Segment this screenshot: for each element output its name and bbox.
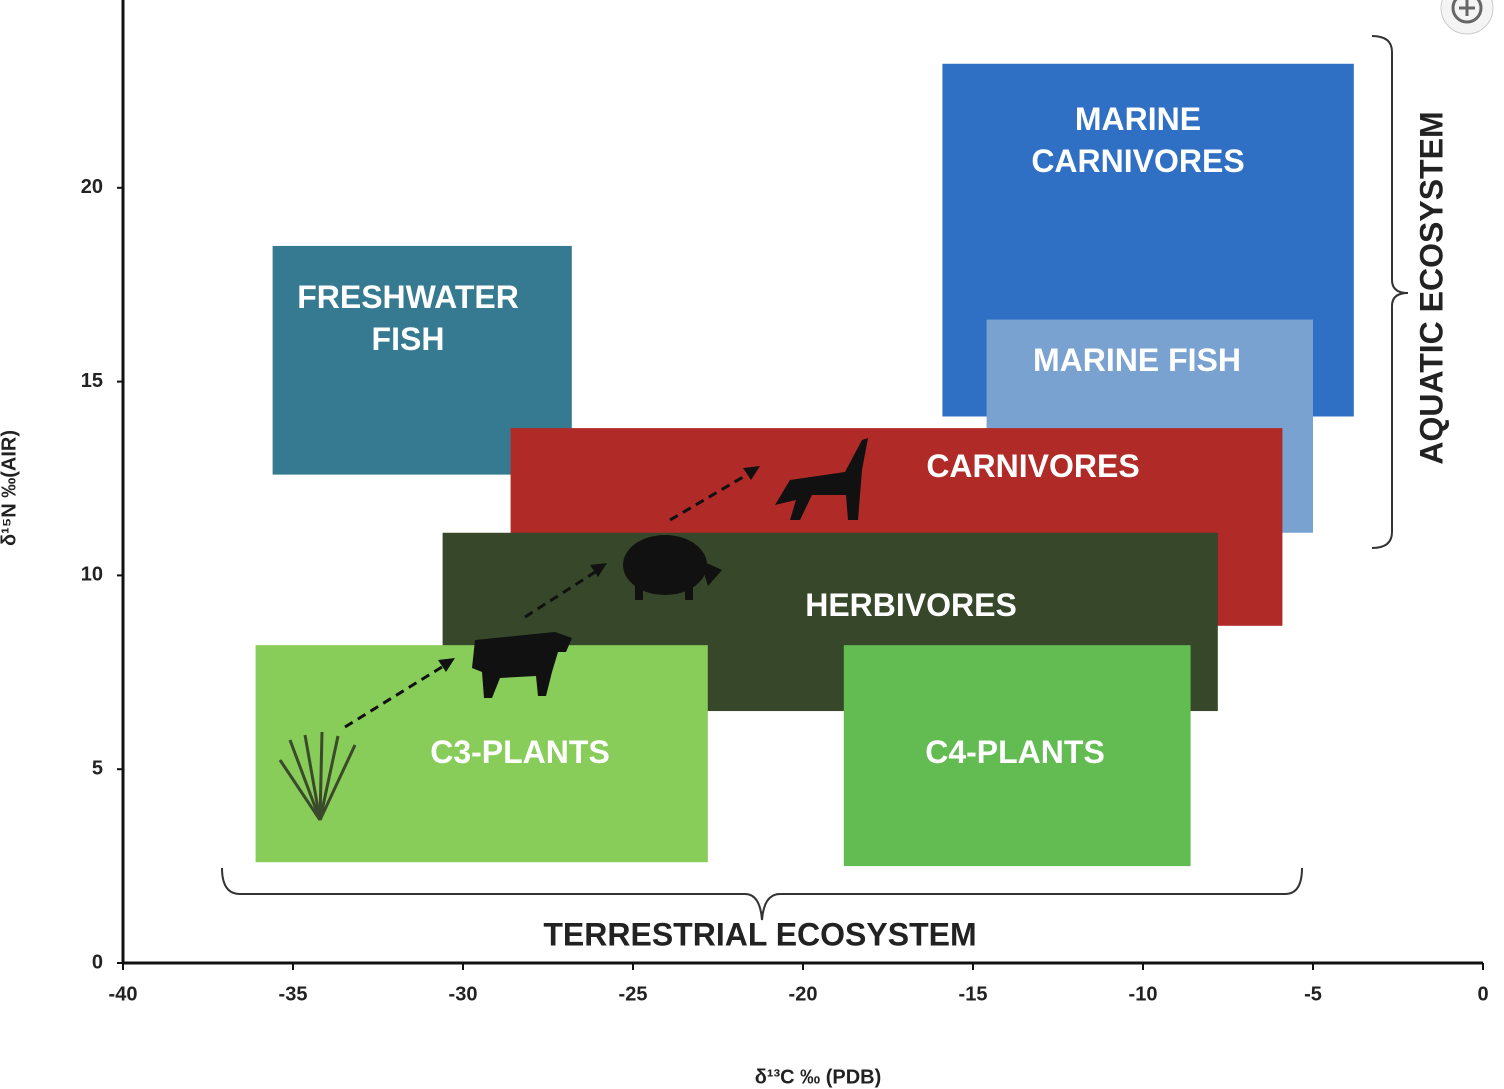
box-label: CARNIVORES (926, 448, 1140, 484)
box-label: C3-PLANTS (430, 734, 610, 770)
x-tick-label: -35 (279, 983, 308, 1005)
x-tick-label: -20 (789, 983, 818, 1005)
x-tick-label: -15 (959, 983, 988, 1005)
brackets (221, 35, 1409, 921)
y-tick-label: 20 (81, 176, 103, 198)
box-label: FRESHWATER FISH (297, 279, 519, 357)
decor (278, 438, 868, 821)
x-tick-label: -10 (1129, 983, 1158, 1005)
range-box (843, 645, 1191, 867)
box-label: MARINE CARNIVORES (1031, 101, 1245, 179)
x-tick-label: -5 (1304, 983, 1322, 1005)
zoom-button[interactable] (1440, 0, 1494, 35)
y-tick-label: 0 (92, 951, 103, 973)
box-label: MARINE FISH (1033, 342, 1241, 378)
x-axis-title: δ¹³C ‰ (PDB) (755, 1066, 882, 1088)
aquatic-label: AQUATIC ECOSYSTEM (1413, 111, 1449, 464)
y-tick-label: 10 (81, 564, 103, 586)
x-tick-label: 0 (1477, 983, 1488, 1005)
box-label: HERBIVORES (805, 587, 1017, 623)
range-box (255, 645, 708, 863)
x-tick-label: -40 (109, 983, 138, 1005)
y-axis-title: δ¹⁵N ‰(AIR) (0, 430, 20, 546)
x-tick-label: -25 (619, 983, 648, 1005)
x-tick-label: -30 (449, 983, 478, 1005)
y-tick-label: 15 (81, 370, 103, 392)
y-tick-label: 5 (92, 757, 103, 779)
y-tick-label: 25 (81, 0, 103, 4)
box-label: C4-PLANTS (925, 734, 1105, 770)
terrestrial-label: TERRESTRIAL ECOSYSTEM (543, 916, 976, 952)
